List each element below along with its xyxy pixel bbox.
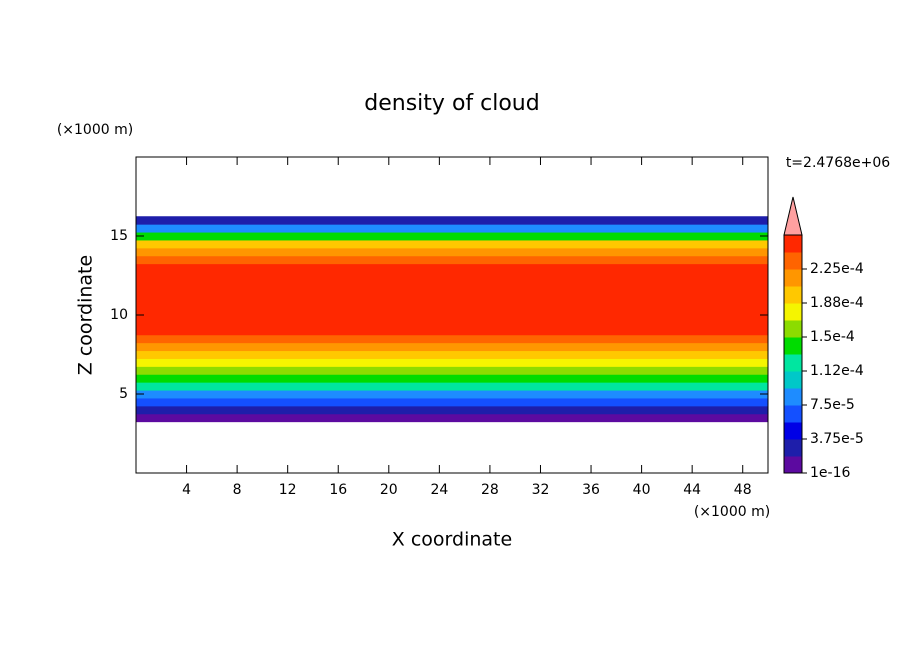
density-band (136, 318, 768, 328)
y-tick-label: 10 (110, 307, 128, 323)
density-band (136, 350, 768, 359)
axes: 4 8 12 16 20 24 28 32 36 40 44 48510151e-163.75e-57… (110, 156, 864, 498)
colorbar-tick-label: 1.5e-4 (810, 329, 855, 345)
density-band (136, 295, 768, 304)
density-band (136, 334, 768, 344)
density-band (136, 326, 768, 336)
colorbar-band (784, 354, 802, 372)
colorbar-tick-label: 1.12e-4 (810, 363, 864, 379)
x-tick-label: 28 (481, 482, 499, 498)
x-tick-label: 32 (532, 482, 550, 498)
chart-title: density of cloud (364, 91, 539, 116)
colorbar-band (784, 371, 802, 389)
time-label: t=2.4768e+06 (786, 155, 890, 171)
colorbar-band (784, 235, 802, 253)
density-band (136, 413, 768, 423)
colorbar-band (784, 252, 802, 270)
x-tick-label: 4 (182, 482, 191, 498)
density-band (136, 263, 768, 273)
density-band (136, 287, 768, 296)
colorbar-tick-label: 1.88e-4 (810, 295, 864, 311)
x-axis-label: X coordinate (392, 529, 512, 551)
x-tick-label: 40 (633, 482, 651, 498)
density-band (136, 382, 768, 391)
x-tick-label: 20 (380, 482, 398, 498)
density-band (136, 232, 768, 241)
colorbar-extend (783, 196, 803, 236)
density-band (136, 271, 768, 280)
density-band (136, 311, 768, 320)
density-band (136, 342, 768, 352)
y-tick-label: 15 (110, 228, 128, 244)
colorbar-band (784, 286, 802, 304)
density-band (136, 374, 768, 383)
colorbar-band (784, 456, 802, 474)
density-band (136, 303, 768, 312)
density-band (136, 216, 768, 225)
colorbar-tick-label: 2.25e-4 (810, 261, 864, 277)
colorbar-band (784, 405, 802, 423)
y-unit: (×1000 m) (57, 122, 133, 138)
density-band (136, 239, 768, 249)
x-tick-label: 12 (279, 482, 297, 498)
density-band (136, 405, 768, 415)
y-axis-label: Z coordinate (75, 255, 97, 375)
density-band (136, 279, 768, 288)
x-tick-label: 48 (734, 482, 752, 498)
colorbar-tick-label: 3.75e-5 (810, 431, 864, 447)
density-band (136, 366, 768, 375)
x-tick-label: 36 (582, 482, 600, 498)
colorbar-band (784, 337, 802, 355)
colorbar-band (784, 269, 802, 287)
density-band (136, 255, 768, 265)
colorbar-band (784, 439, 802, 457)
colorbar-band (784, 422, 802, 440)
density-band (136, 358, 768, 367)
density-band (136, 390, 768, 399)
colorbar-band (784, 320, 802, 338)
density-band (136, 247, 768, 257)
x-tick-label: 16 (329, 482, 347, 498)
x-tick-label: 8 (233, 482, 242, 498)
colorbar-tick-label: 7.5e-5 (810, 397, 855, 413)
field (136, 216, 768, 423)
y-tick-label: 5 (119, 386, 128, 402)
x-unit: (×1000 m) (694, 504, 770, 520)
colorbar-tick-label: 1e-16 (810, 465, 850, 481)
x-tick-label: 24 (430, 482, 448, 498)
density-band (136, 224, 768, 233)
colorbar-frame (783, 234, 803, 474)
colorbar-band (784, 388, 802, 406)
density-band (136, 397, 768, 407)
x-tick-label: 44 (683, 482, 701, 498)
colorbar-band (784, 303, 802, 321)
